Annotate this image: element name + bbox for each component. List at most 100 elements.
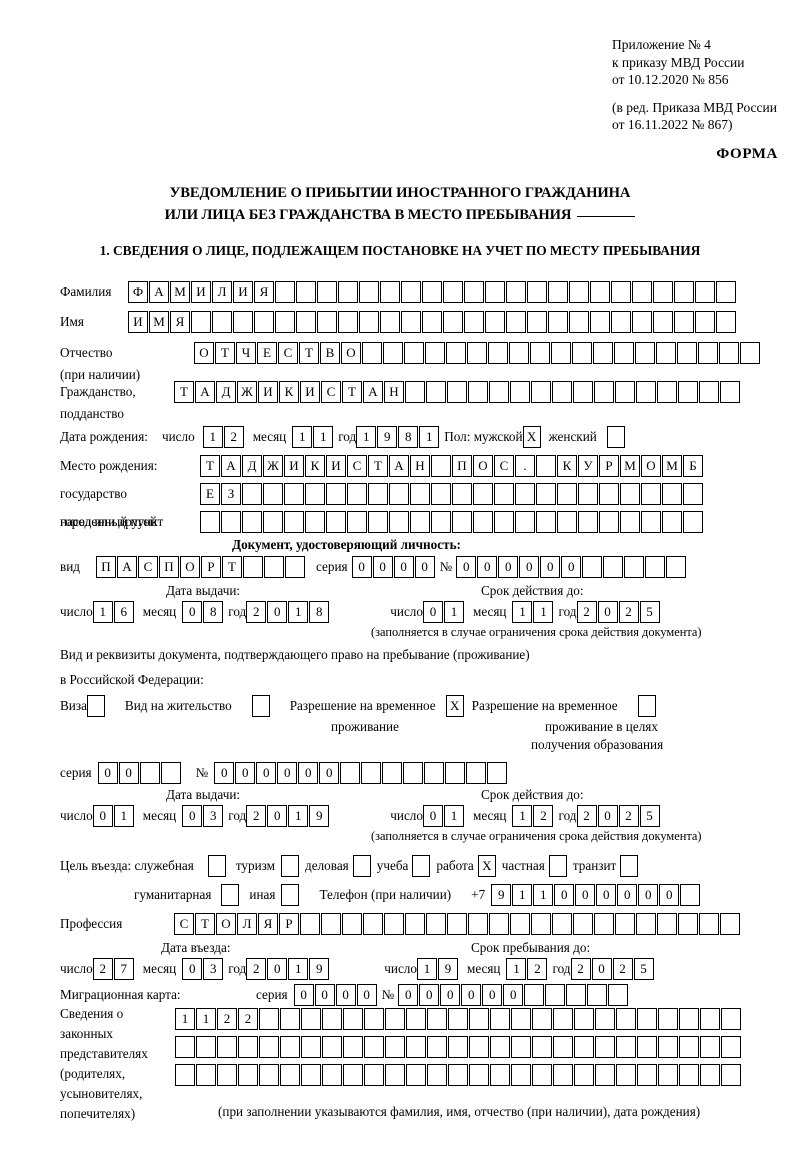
birth-place-1-cell[interactable]: С — [494, 455, 514, 477]
permit-number-cell[interactable]: 0 — [277, 762, 298, 784]
legal-rep-3-cell[interactable] — [679, 1064, 699, 1086]
legal-rep-2-cell[interactable] — [301, 1036, 321, 1058]
profession-cell[interactable] — [342, 913, 362, 935]
legal-rep-1-cell[interactable] — [574, 1008, 594, 1030]
citizenship-cell[interactable] — [552, 381, 572, 403]
citizenship-cell[interactable] — [489, 381, 509, 403]
entry-month-cell[interactable]: 3 — [203, 958, 224, 980]
profession-cell[interactable] — [720, 913, 740, 935]
surname-cell[interactable]: А — [149, 281, 169, 303]
stay-year-cell[interactable]: 2 — [570, 958, 591, 980]
birth-place-3-cell[interactable] — [284, 511, 304, 533]
permit-issue-year-cell[interactable]: 0 — [267, 805, 288, 827]
doc-issue-month-cell[interactable]: 8 — [203, 601, 224, 623]
birth-place-3-cell[interactable] — [578, 511, 598, 533]
surname-cell[interactable]: И — [233, 281, 253, 303]
name-cell[interactable]: И — [128, 311, 148, 333]
permit-valid-year-cell[interactable]: 2 — [576, 805, 597, 827]
birth-place-3-cell[interactable] — [242, 511, 262, 533]
legal-rep-1-cell[interactable] — [280, 1008, 300, 1030]
legal-rep-2-cell[interactable] — [196, 1036, 216, 1058]
citizenship-cell[interactable] — [615, 381, 635, 403]
doc-number-cell[interactable] — [603, 556, 624, 578]
birth-place-2-cell[interactable] — [263, 483, 283, 505]
name-cell[interactable] — [422, 311, 442, 333]
permit-number-cell[interactable] — [403, 762, 424, 784]
doc-series-cell[interactable]: 0 — [372, 556, 393, 578]
birth-month-cell[interactable]: 1 — [292, 426, 313, 448]
birth-place-1-cell[interactable]: О — [473, 455, 493, 477]
migration-number-cell[interactable] — [587, 984, 608, 1006]
doc-number-cell[interactable]: 0 — [519, 556, 540, 578]
purpose-other-checkbox[interactable] — [281, 884, 300, 906]
phone-cell[interactable]: 0 — [596, 884, 617, 906]
legal-rep-1-cell[interactable] — [553, 1008, 573, 1030]
purpose-work-checkbox[interactable]: X — [477, 855, 496, 877]
permit-number-cell[interactable]: 0 — [319, 762, 340, 784]
birth-place-1-cell[interactable]: И — [284, 455, 304, 477]
migration-series-cell[interactable]: 0 — [293, 984, 314, 1006]
legal-rep-cells-2[interactable] — [175, 1036, 742, 1058]
birth-place-3-cell[interactable] — [431, 511, 451, 533]
citizenship-cell[interactable]: И — [300, 381, 320, 403]
patronymic-cell[interactable] — [509, 342, 529, 364]
legal-rep-1-cell[interactable] — [490, 1008, 510, 1030]
birth-place-2-cell[interactable] — [578, 483, 598, 505]
birth-place-3-cell[interactable] — [410, 511, 430, 533]
birth-place-3-cell[interactable] — [599, 511, 619, 533]
doc-kind-cell[interactable]: П — [96, 556, 116, 578]
birth-place-2-cell[interactable] — [347, 483, 367, 505]
surname-cell[interactable] — [653, 281, 673, 303]
surname-cell[interactable] — [317, 281, 337, 303]
birth-place-1-cell[interactable]: Т — [368, 455, 388, 477]
surname-cell[interactable] — [569, 281, 589, 303]
migration-number-cell[interactable]: 0 — [503, 984, 524, 1006]
profession-cell[interactable] — [594, 913, 614, 935]
birth-place-2-cell[interactable] — [473, 483, 493, 505]
legal-rep-1-cell[interactable] — [469, 1008, 489, 1030]
legal-rep-3-cell[interactable] — [490, 1064, 510, 1086]
doc-series-cell[interactable]: 0 — [393, 556, 414, 578]
surname-cell[interactable] — [485, 281, 505, 303]
surname-cell[interactable] — [401, 281, 421, 303]
name-cell[interactable] — [275, 311, 295, 333]
citizenship-cell[interactable]: Д — [216, 381, 236, 403]
permit-valid-month-cell[interactable]: 1 — [512, 805, 533, 827]
birth-place-2-cell[interactable] — [305, 483, 325, 505]
profession-cell[interactable] — [489, 913, 509, 935]
profession-cell[interactable] — [531, 913, 551, 935]
permit-issue-year-cell[interactable]: 2 — [246, 805, 267, 827]
profession-cell[interactable] — [321, 913, 341, 935]
permit-number-cell[interactable]: 0 — [256, 762, 277, 784]
birth-year-cell[interactable]: 9 — [377, 426, 398, 448]
permit-valid-month-cell[interactable]: 2 — [533, 805, 554, 827]
legal-rep-3-cell[interactable] — [574, 1064, 594, 1086]
patronymic-cell[interactable] — [551, 342, 571, 364]
birth-place-2-cell[interactable] — [536, 483, 556, 505]
doc-kind-cell[interactable]: Р — [201, 556, 221, 578]
name-cell[interactable] — [548, 311, 568, 333]
legal-rep-2-cell[interactable] — [700, 1036, 720, 1058]
permit-issue-month-cell[interactable]: 0 — [182, 805, 203, 827]
birth-place-2-cell[interactable] — [242, 483, 262, 505]
birth-place-3-cell[interactable] — [494, 511, 514, 533]
birth-place-3-cell[interactable] — [536, 511, 556, 533]
migration-number-cell[interactable] — [566, 984, 587, 1006]
permit-number-cell[interactable] — [445, 762, 466, 784]
birth-place-2-cell[interactable]: З — [221, 483, 241, 505]
purpose-business-checkbox[interactable] — [352, 855, 371, 877]
phone-cell[interactable]: 0 — [617, 884, 638, 906]
legal-rep-1-cell[interactable] — [427, 1008, 447, 1030]
surname-cell[interactable] — [506, 281, 526, 303]
doc-number-cell[interactable]: 0 — [561, 556, 582, 578]
surname-cell[interactable] — [443, 281, 463, 303]
legal-rep-1-cell[interactable] — [406, 1008, 426, 1030]
legal-rep-2-cell[interactable] — [385, 1036, 405, 1058]
